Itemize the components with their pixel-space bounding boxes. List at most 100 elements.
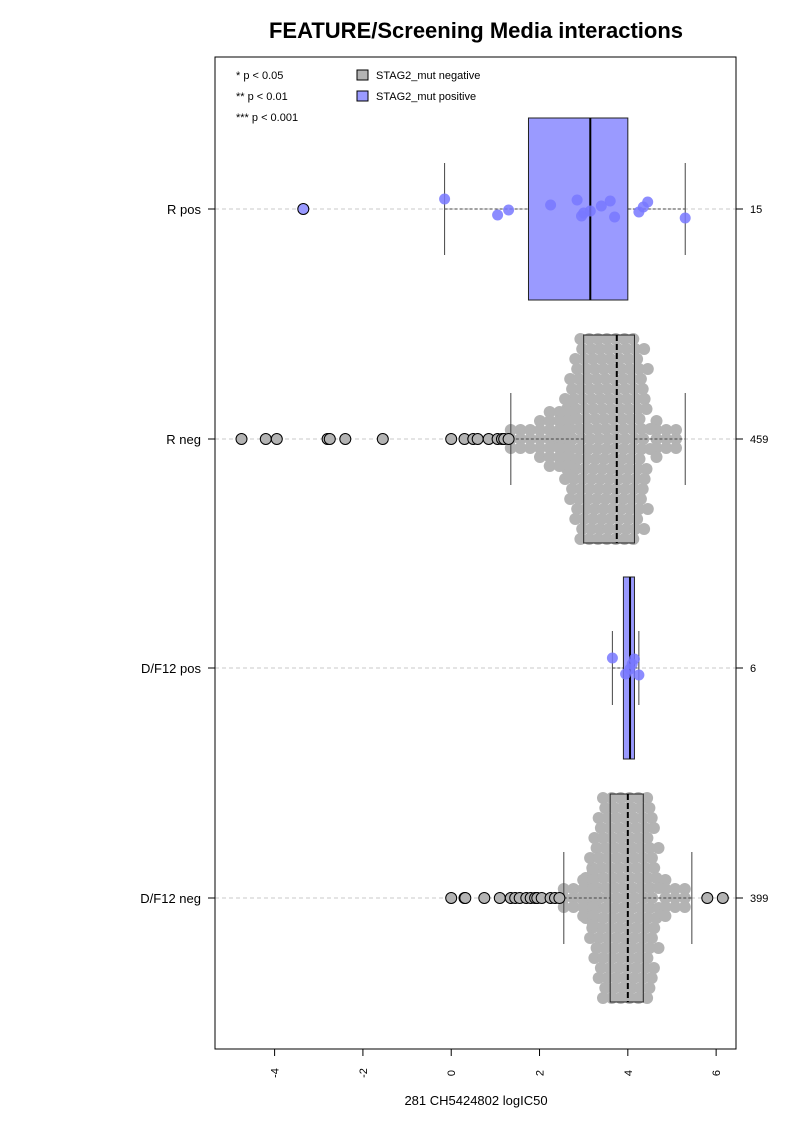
data-point-d-f12-neg — [577, 901, 590, 913]
data-point-r-neg — [582, 423, 595, 435]
data-point-r-pos — [503, 204, 515, 216]
data-point-d-f12-neg — [628, 892, 641, 904]
data-point-d-f12-neg — [586, 874, 599, 886]
data-point-d-f12-neg — [628, 972, 640, 984]
data-point-r-neg — [589, 453, 602, 465]
data-point-r-neg — [660, 442, 673, 454]
data-point-r-neg — [626, 493, 638, 505]
data-point-r-neg — [514, 442, 527, 454]
data-point-r-neg — [627, 533, 640, 545]
data-point-r-neg — [637, 433, 650, 445]
x-tick-label: -4 — [270, 1068, 282, 1078]
group-count-d-f12-pos: 6 — [750, 663, 756, 675]
data-point-r-neg — [597, 363, 610, 375]
data-point-d-f12-neg — [639, 962, 652, 974]
data-point-d-f12-neg — [645, 852, 658, 864]
data-point-d-f12-neg — [621, 922, 634, 934]
data-point-d-f12-neg — [597, 792, 609, 804]
data-point-d-f12-neg — [606, 832, 618, 844]
data-point-d-f12-neg — [586, 892, 599, 904]
data-point-r-neg — [585, 343, 598, 355]
data-point-r-neg — [590, 493, 603, 505]
data-point-d-f12-neg — [643, 942, 656, 954]
data-point-r-neg — [635, 443, 648, 455]
outlier-point-r-neg — [235, 433, 248, 445]
data-point-r-neg — [598, 413, 611, 425]
data-point-d-f12-neg — [650, 872, 663, 884]
data-point-r-neg — [563, 460, 576, 472]
legend-label: STAG2_mut positive — [376, 91, 476, 103]
data-point-r-neg — [619, 383, 632, 395]
data-point-r-neg — [576, 393, 589, 405]
data-point-d-f12-neg — [594, 962, 607, 974]
data-point-r-neg — [595, 513, 608, 525]
data-point-r-neg — [633, 453, 646, 465]
data-point-d-f12-neg — [632, 992, 645, 1004]
data-point-r-neg — [670, 424, 682, 436]
data-point-r-neg — [553, 415, 566, 427]
data-point-r-neg — [578, 403, 591, 415]
data-point-r-neg — [566, 383, 579, 395]
box-r-neg — [583, 334, 635, 544]
data-point-r-neg — [543, 460, 556, 472]
data-point-r-neg — [612, 473, 625, 485]
data-point-d-f12-pos — [633, 669, 645, 681]
outlier-point-d-f12-neg — [493, 892, 506, 904]
data-point-r-neg — [571, 503, 584, 515]
data-point-d-f12-neg — [599, 842, 612, 854]
data-point-r-neg — [592, 333, 604, 345]
data-point-r-neg — [583, 333, 596, 345]
data-point-r-neg — [583, 533, 596, 545]
data-point-r-neg — [581, 493, 594, 505]
data-point-d-f12-neg — [616, 982, 629, 994]
outlier-point-d-f12-neg — [716, 892, 729, 904]
data-point-d-f12-neg — [590, 842, 603, 854]
data-point-r-neg — [602, 343, 615, 355]
group-label-r-pos: R pos — [167, 202, 201, 217]
data-point-r-neg — [603, 473, 616, 485]
data-point-d-f12-neg — [643, 882, 656, 894]
data-point-r-neg — [594, 393, 607, 405]
outlier-point-d-f12-neg — [553, 892, 566, 904]
data-point-d-f12-neg — [630, 822, 643, 834]
data-point-d-f12-neg — [592, 812, 605, 824]
data-point-d-f12-neg — [641, 872, 654, 884]
data-point-r-neg — [598, 453, 611, 465]
data-point-d-f12-neg — [623, 952, 636, 964]
data-point-r-neg — [592, 383, 605, 395]
data-point-r-neg — [650, 415, 663, 427]
data-point-r-neg — [618, 533, 631, 545]
data-point-d-f12-neg — [577, 892, 590, 904]
data-point-r-neg — [640, 403, 653, 415]
data-point-r-neg — [612, 393, 625, 405]
data-point-r-neg — [608, 443, 621, 455]
x-tick-label: 2 — [535, 1070, 547, 1076]
outliers-layer — [235, 203, 729, 904]
data-point-r-neg — [615, 453, 628, 465]
data-point-r-neg — [627, 483, 640, 495]
data-point-r-neg — [604, 353, 617, 365]
data-point-r-neg — [591, 443, 604, 455]
data-point-r-neg — [592, 533, 604, 545]
data-point-r-neg — [543, 451, 556, 463]
data-point-d-f12-neg — [652, 942, 665, 954]
data-point-d-f12-neg — [632, 832, 645, 844]
data-point-r-neg — [633, 503, 645, 515]
axes-layer: R pos 15 R neg 459 D/F12 pos 6 D/F12 neg 399 -4 -… — [140, 202, 768, 1078]
data-point-d-f12-neg — [599, 902, 612, 914]
data-point-r-neg — [618, 333, 631, 345]
data-point-r-neg — [617, 373, 630, 385]
data-point-r-neg — [563, 433, 576, 445]
data-point-r-neg — [584, 433, 597, 445]
data-point-d-f12-neg — [641, 792, 654, 804]
data-point-d-f12-neg — [614, 952, 627, 964]
data-point-d-f12-neg — [608, 802, 621, 814]
data-point-r-neg — [631, 353, 644, 365]
data-point-r-neg — [624, 363, 637, 375]
data-point-r-neg — [534, 442, 546, 454]
data-point-d-f12-neg — [614, 832, 627, 844]
data-point-r-neg — [641, 503, 654, 515]
data-point-r-neg — [582, 443, 595, 455]
data-point-r-neg — [543, 442, 556, 454]
data-point-r-neg — [626, 443, 639, 455]
